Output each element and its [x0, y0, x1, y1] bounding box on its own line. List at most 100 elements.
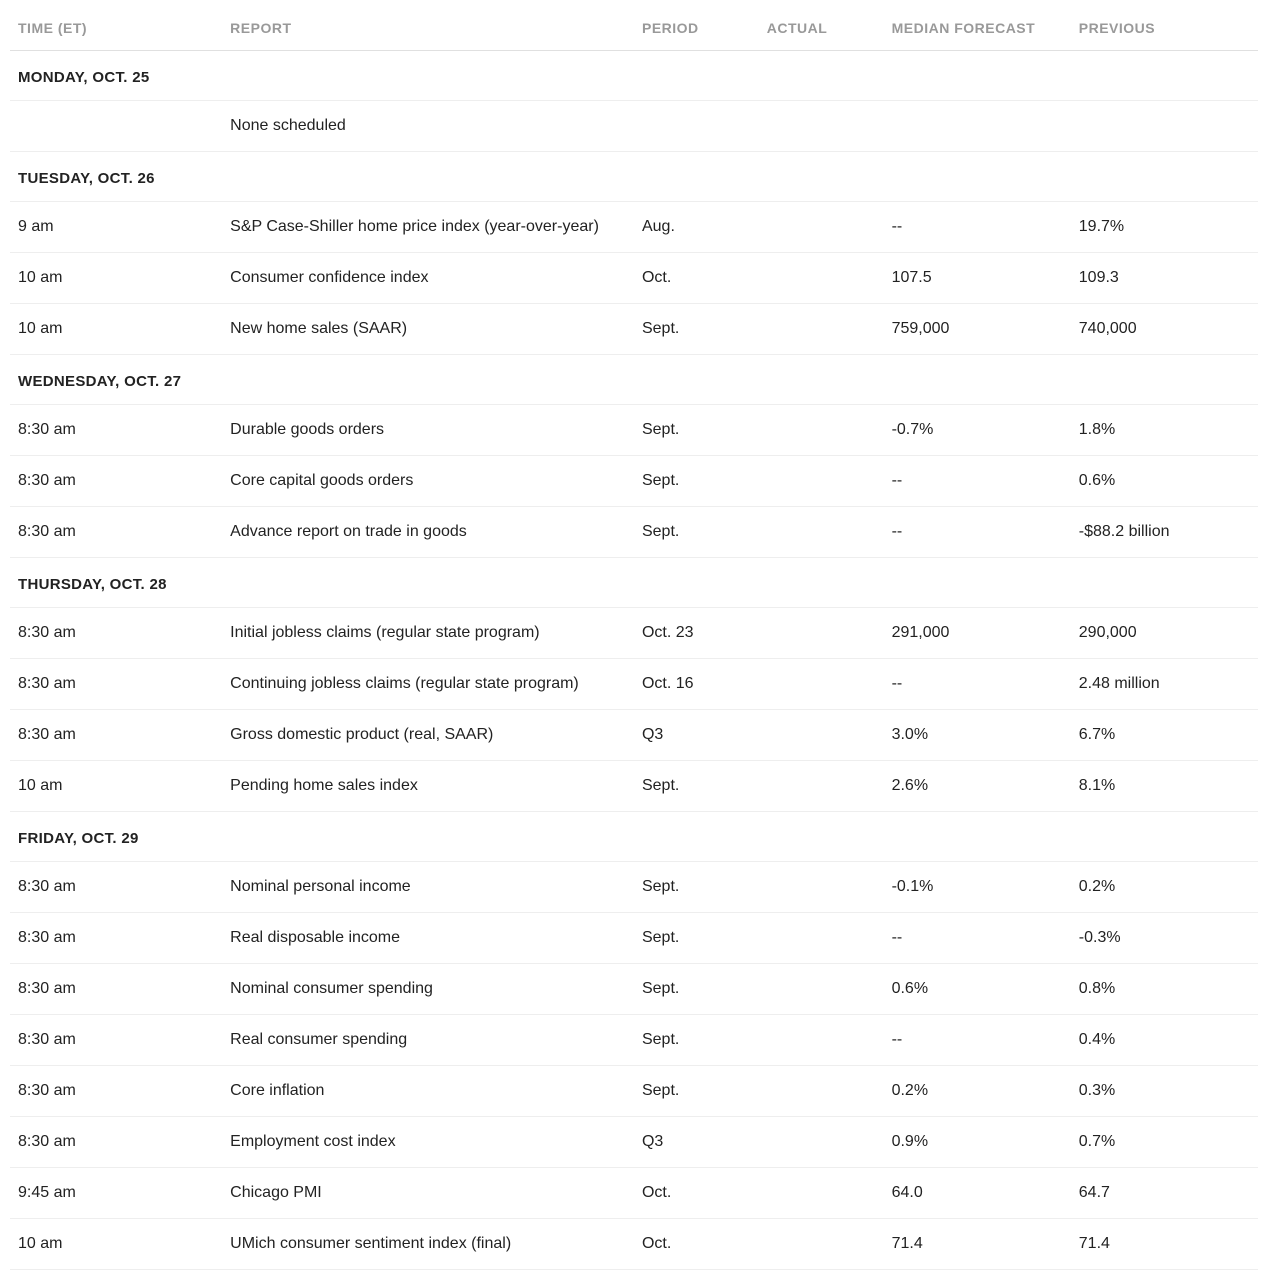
cell-prev: 0.2%	[1071, 862, 1258, 913]
cell-period: Sept.	[634, 405, 759, 456]
cell-period: Oct.	[634, 253, 759, 304]
cell-median: 3.0%	[884, 710, 1071, 761]
cell-actual	[759, 202, 884, 253]
cell-time: 8:30 am	[10, 608, 222, 659]
day-header-label: Monday, Oct. 25	[10, 51, 1258, 101]
table-row: 8:30 amContinuing jobless claims (regula…	[10, 659, 1258, 710]
table-row: 9 amS&P Case-Shiller home price index (y…	[10, 202, 1258, 253]
table-row: 8:30 amReal consumer spendingSept.--0.4%	[10, 1015, 1258, 1066]
cell-actual	[759, 253, 884, 304]
cell-prev: 0.4%	[1071, 1015, 1258, 1066]
cell-prev: 2.48 million	[1071, 659, 1258, 710]
cell-period	[634, 101, 759, 152]
cell-prev: -$88.2 billion	[1071, 507, 1258, 558]
cell-time: 8:30 am	[10, 659, 222, 710]
cell-prev: 8.1%	[1071, 761, 1258, 812]
cell-prev: 0.8%	[1071, 964, 1258, 1015]
day-header-row: Tuesday, Oct. 26	[10, 152, 1258, 202]
table-row: 8:30 amInitial jobless claims (regular s…	[10, 608, 1258, 659]
table-row: 8:30 amNominal personal incomeSept.-0.1%…	[10, 862, 1258, 913]
cell-actual	[759, 405, 884, 456]
cell-report: Chicago PMI	[222, 1168, 634, 1219]
table-row: 8:30 amCore inflationSept.0.2%0.3%	[10, 1066, 1258, 1117]
cell-time: 8:30 am	[10, 862, 222, 913]
cell-median: 2.6%	[884, 761, 1071, 812]
cell-median: 0.2%	[884, 1066, 1071, 1117]
cell-report: Employment cost index	[222, 1117, 634, 1168]
cell-time: 8:30 am	[10, 1015, 222, 1066]
cell-period: Q3	[634, 1117, 759, 1168]
table-body: Monday, Oct. 25None scheduledTuesday, Oc…	[10, 51, 1258, 1270]
cell-median: 0.9%	[884, 1117, 1071, 1168]
cell-prev: -0.3%	[1071, 913, 1258, 964]
table-row: 8:30 amReal disposable incomeSept.---0.3…	[10, 913, 1258, 964]
cell-time: 10 am	[10, 253, 222, 304]
cell-actual	[759, 1015, 884, 1066]
cell-period: Oct. 23	[634, 608, 759, 659]
cell-report: None scheduled	[222, 101, 634, 152]
table-row: None scheduled	[10, 101, 1258, 152]
cell-time: 10 am	[10, 1219, 222, 1270]
cell-time: 8:30 am	[10, 913, 222, 964]
cell-prev: 1.8%	[1071, 405, 1258, 456]
cell-actual	[759, 101, 884, 152]
cell-median: -0.1%	[884, 862, 1071, 913]
cell-report: Durable goods orders	[222, 405, 634, 456]
col-header-median: Median Forecast	[884, 10, 1071, 51]
cell-period: Q3	[634, 710, 759, 761]
day-header-row: Thursday, Oct. 28	[10, 558, 1258, 608]
table-row: 8:30 amDurable goods ordersSept.-0.7%1.8…	[10, 405, 1258, 456]
cell-median: 64.0	[884, 1168, 1071, 1219]
cell-report: Core inflation	[222, 1066, 634, 1117]
cell-actual	[759, 304, 884, 355]
cell-period: Sept.	[634, 456, 759, 507]
cell-period: Sept.	[634, 761, 759, 812]
day-header-label: Wednesday, Oct. 27	[10, 355, 1258, 405]
day-header-label: Friday, Oct. 29	[10, 812, 1258, 862]
table-row: 10 amNew home sales (SAAR)Sept.759,00074…	[10, 304, 1258, 355]
cell-period: Sept.	[634, 304, 759, 355]
economic-calendar-table: Time (ET) Report Period Actual Median Fo…	[10, 10, 1258, 1270]
table-row: 9:45 amChicago PMIOct.64.064.7	[10, 1168, 1258, 1219]
cell-period: Oct.	[634, 1219, 759, 1270]
cell-prev: 64.7	[1071, 1168, 1258, 1219]
day-header-row: Friday, Oct. 29	[10, 812, 1258, 862]
cell-prev: 0.3%	[1071, 1066, 1258, 1117]
table-row: 10 amUMich consumer sentiment index (fin…	[10, 1219, 1258, 1270]
cell-period: Sept.	[634, 1015, 759, 1066]
cell-actual	[759, 710, 884, 761]
table-header-row: Time (ET) Report Period Actual Median Fo…	[10, 10, 1258, 51]
cell-period: Aug.	[634, 202, 759, 253]
cell-median: --	[884, 659, 1071, 710]
cell-actual	[759, 456, 884, 507]
table-row: 8:30 amGross domestic product (real, SAA…	[10, 710, 1258, 761]
cell-prev: 71.4	[1071, 1219, 1258, 1270]
col-header-report: Report	[222, 10, 634, 51]
cell-report: Continuing jobless claims (regular state…	[222, 659, 634, 710]
cell-median: 71.4	[884, 1219, 1071, 1270]
cell-prev: 109.3	[1071, 253, 1258, 304]
cell-time: 8:30 am	[10, 456, 222, 507]
cell-median: -0.7%	[884, 405, 1071, 456]
day-header-row: Wednesday, Oct. 27	[10, 355, 1258, 405]
cell-report: Advance report on trade in goods	[222, 507, 634, 558]
col-header-period: Period	[634, 10, 759, 51]
cell-time: 8:30 am	[10, 710, 222, 761]
cell-time: 8:30 am	[10, 1117, 222, 1168]
cell-report: Gross domestic product (real, SAAR)	[222, 710, 634, 761]
cell-actual	[759, 659, 884, 710]
cell-time: 9 am	[10, 202, 222, 253]
cell-median: --	[884, 456, 1071, 507]
cell-prev: 6.7%	[1071, 710, 1258, 761]
table-row: 8:30 amNominal consumer spendingSept.0.6…	[10, 964, 1258, 1015]
cell-report: Nominal consumer spending	[222, 964, 634, 1015]
day-header-row: Monday, Oct. 25	[10, 51, 1258, 101]
cell-median	[884, 101, 1071, 152]
cell-prev: 740,000	[1071, 304, 1258, 355]
cell-period: Sept.	[634, 964, 759, 1015]
cell-report: Consumer confidence index	[222, 253, 634, 304]
cell-report: UMich consumer sentiment index (final)	[222, 1219, 634, 1270]
cell-actual	[759, 761, 884, 812]
cell-time	[10, 101, 222, 152]
cell-prev	[1071, 101, 1258, 152]
